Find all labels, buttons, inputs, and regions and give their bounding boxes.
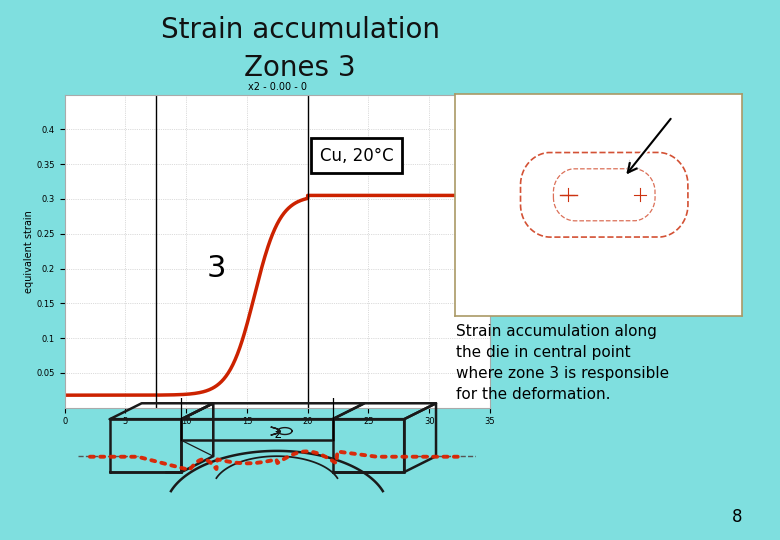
Text: 3: 3 <box>207 254 226 283</box>
X-axis label: z: z <box>274 428 281 441</box>
Text: Strain accumulation: Strain accumulation <box>161 16 440 44</box>
Text: 8: 8 <box>732 509 743 526</box>
Y-axis label: equivalent strain: equivalent strain <box>23 210 34 293</box>
Text: Zones 3: Zones 3 <box>244 54 356 82</box>
Text: Cu, 20°C: Cu, 20°C <box>320 147 393 165</box>
Text: Strain accumulation along
the die in central point
where zone 3 is responsible
f: Strain accumulation along the die in cen… <box>456 324 669 402</box>
Title: x2 - 0.00 - 0: x2 - 0.00 - 0 <box>248 82 307 92</box>
